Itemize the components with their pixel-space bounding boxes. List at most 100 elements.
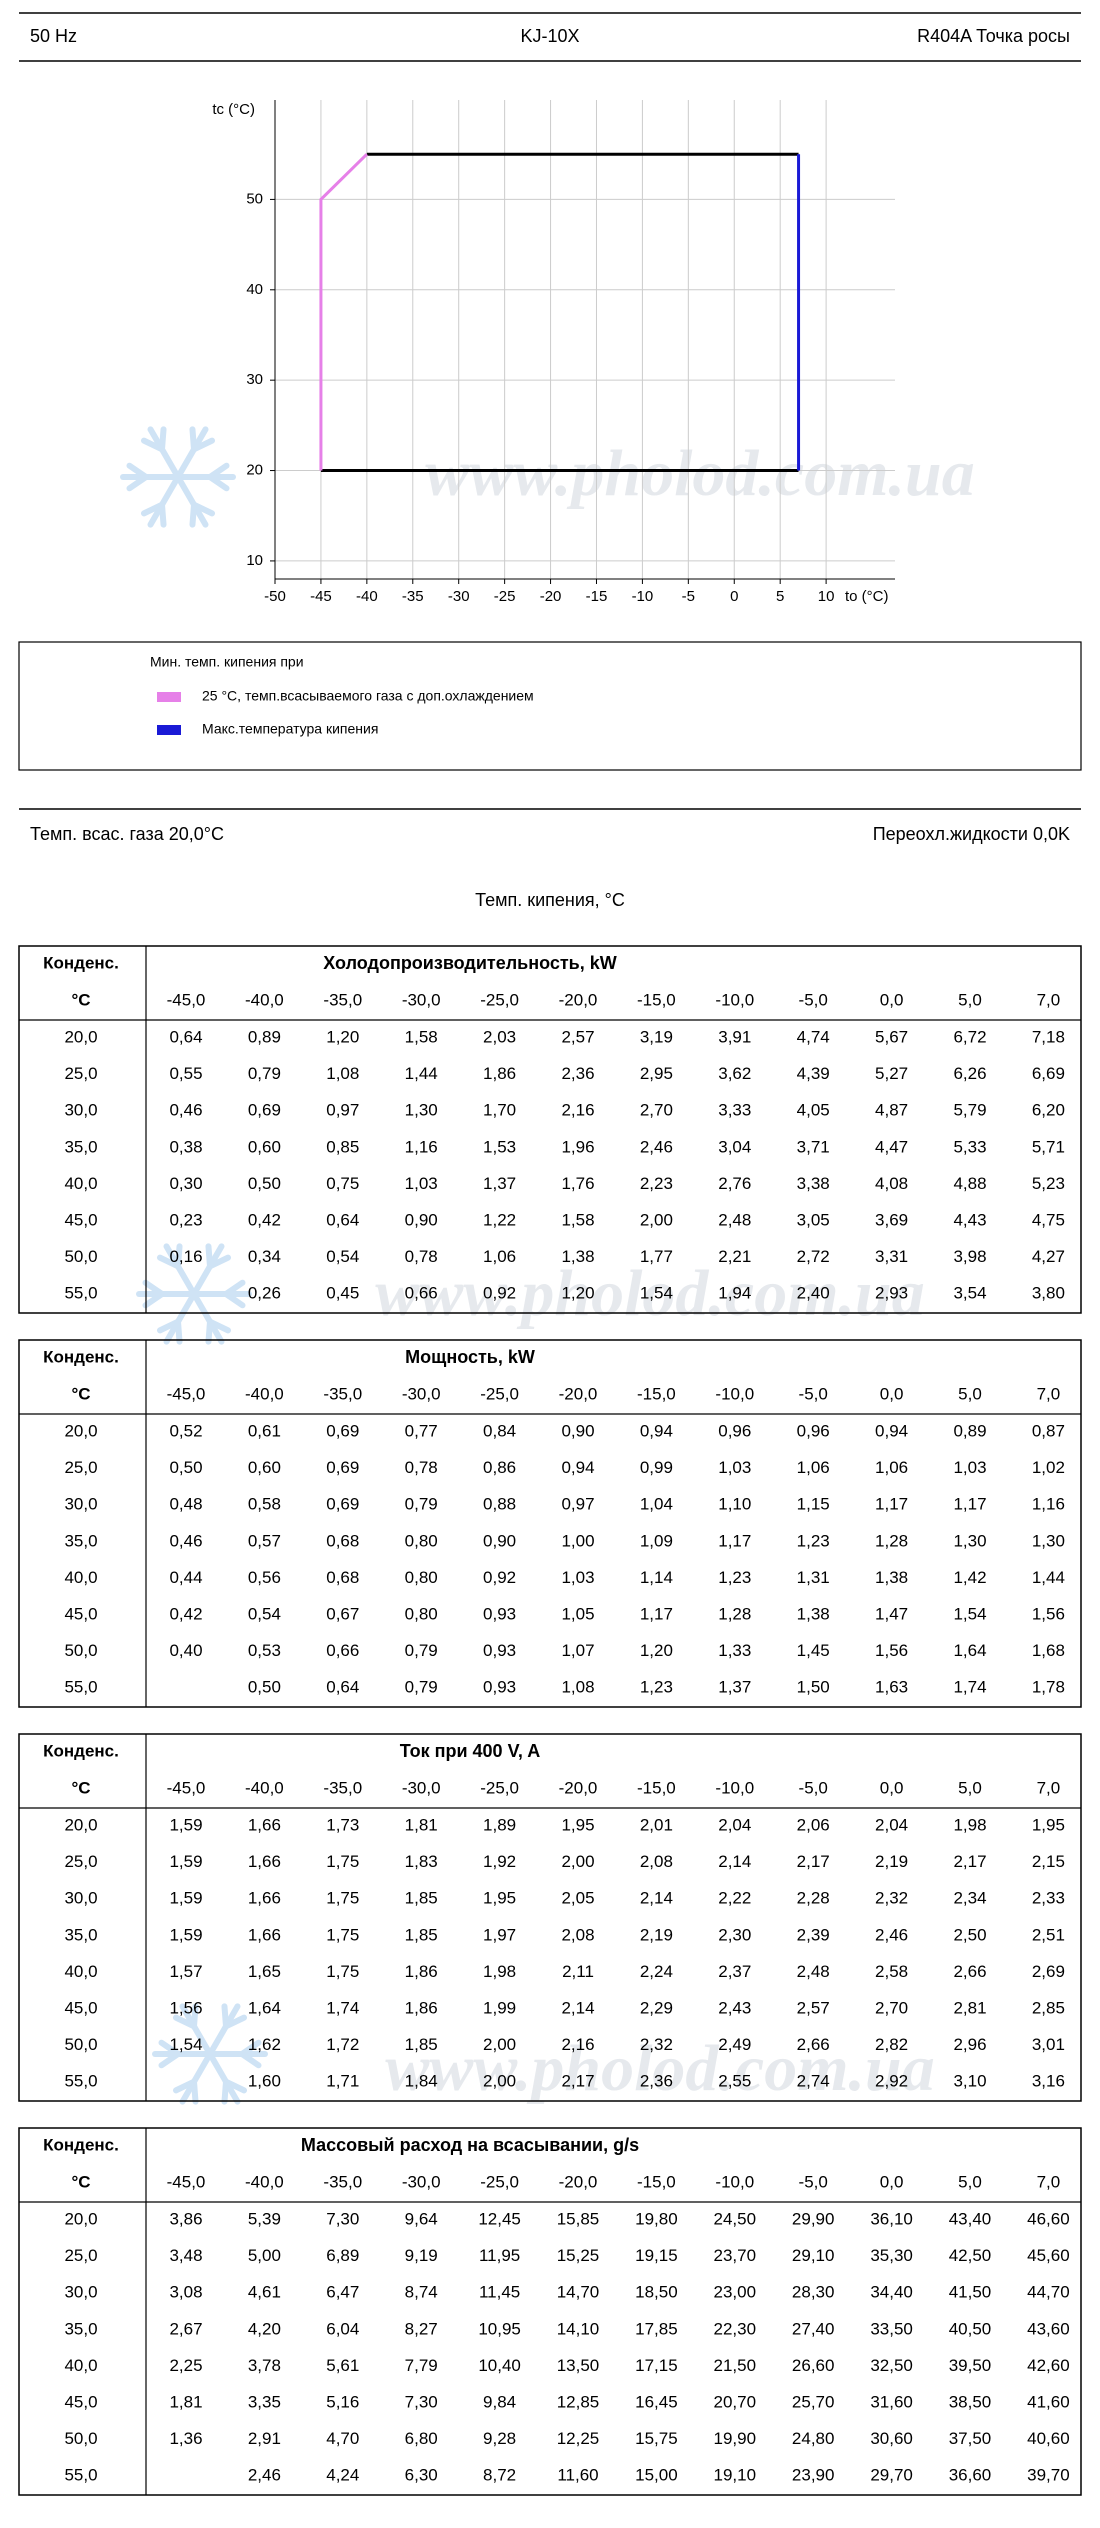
cell: 29,90 xyxy=(792,2209,835,2228)
table-title: Ток при 400 V, A xyxy=(400,1741,541,1761)
cell: 8,74 xyxy=(405,2283,438,2302)
cell: 1,95 xyxy=(483,1889,516,1908)
cell: 0,46 xyxy=(169,1531,202,1550)
cell: 1,23 xyxy=(640,1678,673,1697)
column-header: -20,0 xyxy=(559,1778,598,1797)
cell: 0,96 xyxy=(718,1421,751,1440)
cell: 5,61 xyxy=(326,2356,359,2375)
header-right: R404A Точка росы xyxy=(917,26,1070,46)
snowflake-arm xyxy=(158,2039,181,2057)
unit-header: °C xyxy=(71,2172,90,2191)
cell: 2,48 xyxy=(718,1210,751,1229)
cell: 1,23 xyxy=(797,1531,830,1550)
x-axis-label: to (°C) xyxy=(845,588,889,605)
cell: 0,50 xyxy=(248,1678,281,1697)
cell: 23,70 xyxy=(714,2246,757,2265)
cell: 36,10 xyxy=(870,2209,913,2228)
cell: 0,90 xyxy=(483,1531,516,1550)
cell: 2,21 xyxy=(718,1247,751,1266)
cell: 1,86 xyxy=(405,1998,438,2017)
cell: 0,69 xyxy=(326,1458,359,1477)
cell: 2,57 xyxy=(561,1027,594,1046)
cell: 15,25 xyxy=(557,2246,600,2265)
cell: 4,05 xyxy=(797,1101,830,1120)
cell: 1,66 xyxy=(248,1925,281,1944)
snowflake-arm xyxy=(191,2003,199,2030)
cell: 0,75 xyxy=(326,1174,359,1193)
cell: 1,66 xyxy=(248,1815,281,1834)
row-header: 20,0 xyxy=(64,1027,97,1046)
cell: 20,70 xyxy=(714,2392,757,2411)
x-tick-label: -5 xyxy=(682,588,695,605)
column-header: -40,0 xyxy=(245,990,284,1009)
cell: 1,38 xyxy=(875,1568,908,1587)
cell: 2,95 xyxy=(640,1064,673,1083)
cell: 2,19 xyxy=(875,1852,908,1871)
cond-header: Конденс. xyxy=(43,1347,119,1366)
cell: 1,37 xyxy=(483,1174,516,1193)
row-header: 55,0 xyxy=(64,1284,97,1303)
snowflake-arm xyxy=(163,1243,197,1297)
cell: 3,86 xyxy=(169,2209,202,2228)
cell: 5,33 xyxy=(953,1137,986,1156)
column-header: -25,0 xyxy=(480,1384,519,1403)
cell: 41,50 xyxy=(949,2283,992,2302)
snowflake-arm xyxy=(142,1291,165,1309)
row-header: 35,0 xyxy=(64,2319,97,2338)
cell: 8,72 xyxy=(483,2466,516,2485)
snowflake-arm xyxy=(207,1254,232,1270)
cell: 2,93 xyxy=(875,1284,908,1303)
cell: 2,37 xyxy=(718,1962,751,1981)
cell: 0,50 xyxy=(248,1174,281,1193)
cell: 2,16 xyxy=(561,2035,594,2054)
cell: 3,04 xyxy=(718,1137,751,1156)
cell: 0,78 xyxy=(405,1247,438,1266)
cell: 0,55 xyxy=(169,1064,202,1083)
cell: 40,50 xyxy=(949,2319,992,2338)
cell: 4,08 xyxy=(875,1174,908,1193)
cell: 17,85 xyxy=(635,2319,678,2338)
cell: 1,81 xyxy=(169,2392,202,2411)
cell: 2,14 xyxy=(640,1889,673,1908)
cell: 0,57 xyxy=(248,1531,281,1550)
snowflake-arm xyxy=(172,2078,197,2094)
cell: 1,06 xyxy=(483,1247,516,1266)
column-header: 7,0 xyxy=(1037,990,1061,1009)
cell: 27,40 xyxy=(792,2319,835,2338)
snowflake-arm xyxy=(142,1279,165,1297)
cell: 32,50 xyxy=(870,2356,913,2375)
cell: 1,42 xyxy=(953,1568,986,1587)
cell: 2,32 xyxy=(875,1889,908,1908)
cell: 1,54 xyxy=(640,1284,673,1303)
snowflake-arm xyxy=(221,2003,229,2030)
cell: 1,86 xyxy=(483,1064,516,1083)
cell: 1,74 xyxy=(953,1678,986,1697)
cond-header: Конденс. xyxy=(43,2135,119,2154)
column-header: -10,0 xyxy=(715,1778,754,1797)
x-tick-label: 5 xyxy=(776,588,784,605)
cell: 1,60 xyxy=(248,2072,281,2091)
cell: 1,20 xyxy=(640,1641,673,1660)
cell: 4,61 xyxy=(248,2283,281,2302)
column-header: 7,0 xyxy=(1037,1384,1061,1403)
cell: 2,76 xyxy=(718,1174,751,1193)
snowflake-arm xyxy=(189,501,197,528)
unit-header: °C xyxy=(71,1384,90,1403)
snowflake xyxy=(120,426,236,528)
snowflake-arm xyxy=(159,426,167,453)
legend-title: Мин. темп. кипения при xyxy=(150,654,304,670)
row-header: 45,0 xyxy=(64,1604,97,1623)
cell: 2,36 xyxy=(561,1064,594,1083)
watermark: www.pholod.com.ua xyxy=(385,2032,935,2105)
cell: 39,50 xyxy=(949,2356,992,2375)
cell: 2,49 xyxy=(718,2035,751,2054)
cell: 9,84 xyxy=(483,2392,516,2411)
cell: 2,17 xyxy=(797,1852,830,1871)
cell: 1,64 xyxy=(248,1998,281,2017)
cell: 1,54 xyxy=(169,2035,202,2054)
x-tick-label: -35 xyxy=(402,588,424,605)
cell: 1,14 xyxy=(640,1568,673,1587)
cell: 6,80 xyxy=(405,2429,438,2448)
cell: 2,81 xyxy=(953,1998,986,2017)
cell: 5,39 xyxy=(248,2209,281,2228)
